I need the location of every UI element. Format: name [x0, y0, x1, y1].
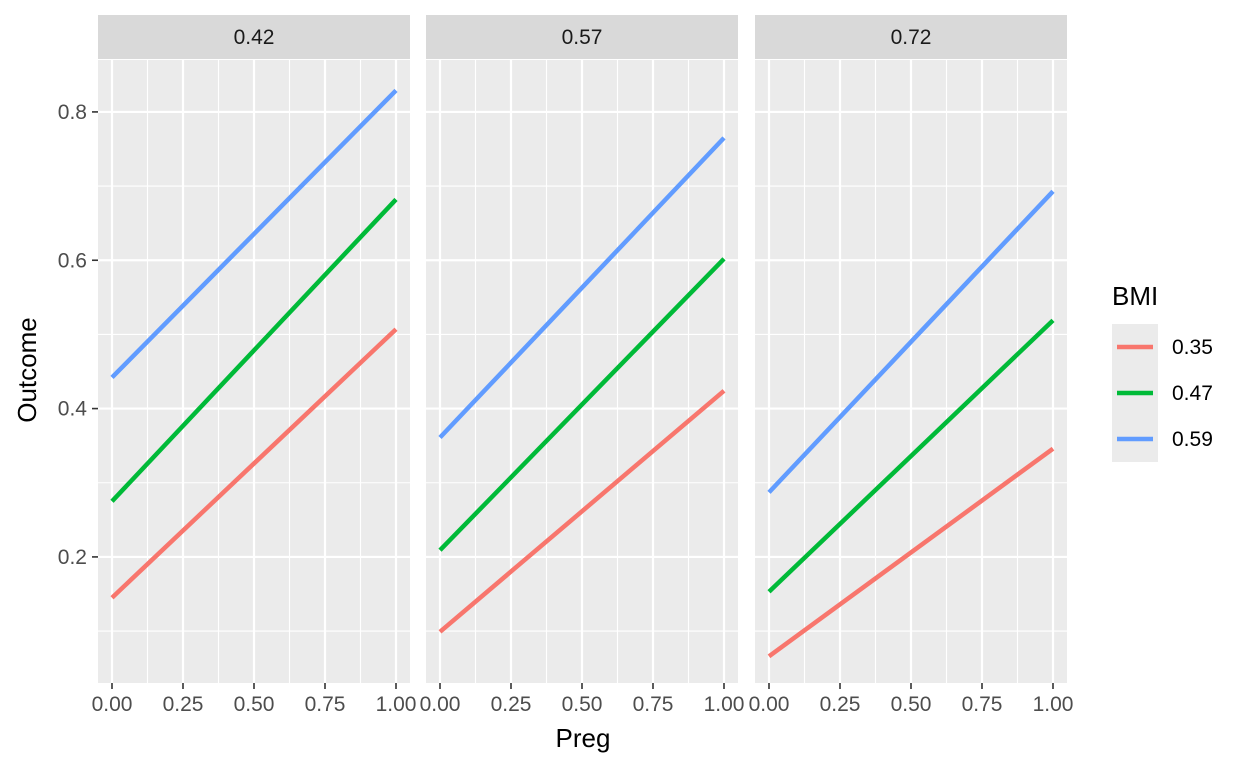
x-tick-label: 0.50 [562, 693, 603, 716]
facet-strip-label: 0.72 [891, 26, 932, 49]
x-tick-label: 0.75 [305, 693, 346, 716]
facet-strip [98, 15, 410, 59]
x-tick-label: 0.75 [962, 693, 1003, 716]
series-line-0.35 [438, 389, 726, 634]
x-tick-label: 0.75 [633, 693, 674, 716]
x-tick-label: 0.00 [92, 693, 133, 716]
facet-strip [426, 15, 738, 59]
y-tick-label: 0.2 [58, 546, 87, 569]
facet-panel: 0.57 0.00 0.25 0.50 0.75 1.00 [420, 15, 745, 716]
facet-panel: 0.72 0.00 0.25 0.50 0.75 1.00 [749, 15, 1074, 716]
x-tick-label: 0.00 [749, 693, 790, 716]
series-line-0.47 [767, 318, 1055, 594]
series-line-0.35 [110, 327, 398, 600]
x-tick-label: 0.00 [420, 693, 461, 716]
series-line-0.47 [438, 257, 726, 552]
x-tick-label: 0.50 [891, 693, 932, 716]
y-axis-title: Outcome [12, 317, 42, 423]
y-tick-label: 0.6 [58, 249, 87, 272]
series-line-0.59 [438, 136, 726, 440]
x-tick-label: 1.00 [376, 693, 417, 716]
x-tick-label: 0.50 [234, 693, 275, 716]
series-line-0.35 [767, 446, 1055, 659]
facet-strip-label: 0.42 [234, 26, 275, 49]
facet-strip [755, 15, 1067, 59]
legend-label: 0.47 [1172, 382, 1213, 405]
facet-panel: 0.42 0.00 0.25 0.50 0.75 1.00 [92, 15, 417, 716]
x-tick-label: 0.25 [820, 693, 861, 716]
legend: BMI 0.35 0.47 0.59 [1112, 281, 1213, 462]
y-tick-label: 0.4 [58, 398, 88, 421]
x-tick-label: 1.00 [1033, 693, 1074, 716]
x-tick-label: 0.25 [491, 693, 532, 716]
legend-title: BMI [1112, 281, 1158, 311]
legend-label: 0.59 [1172, 428, 1213, 451]
legend-label: 0.35 [1172, 336, 1213, 359]
x-axis-title: Preg [556, 723, 611, 753]
x-tick-label: 0.25 [163, 693, 204, 716]
y-tick-label: 0.8 [58, 101, 87, 124]
x-tick-label: 1.00 [704, 693, 745, 716]
facet-strip-label: 0.57 [562, 26, 603, 49]
facet-panels: 0.42 0.00 0.25 0.50 0.75 1.00 0.57 0.00 0.25 0.50… [92, 15, 1074, 716]
y-axis: 0.2 0.4 0.6 0.8 [58, 101, 98, 569]
series-line-0.59 [767, 189, 1055, 494]
series-line-0.47 [110, 197, 398, 503]
series-line-0.59 [110, 88, 398, 380]
